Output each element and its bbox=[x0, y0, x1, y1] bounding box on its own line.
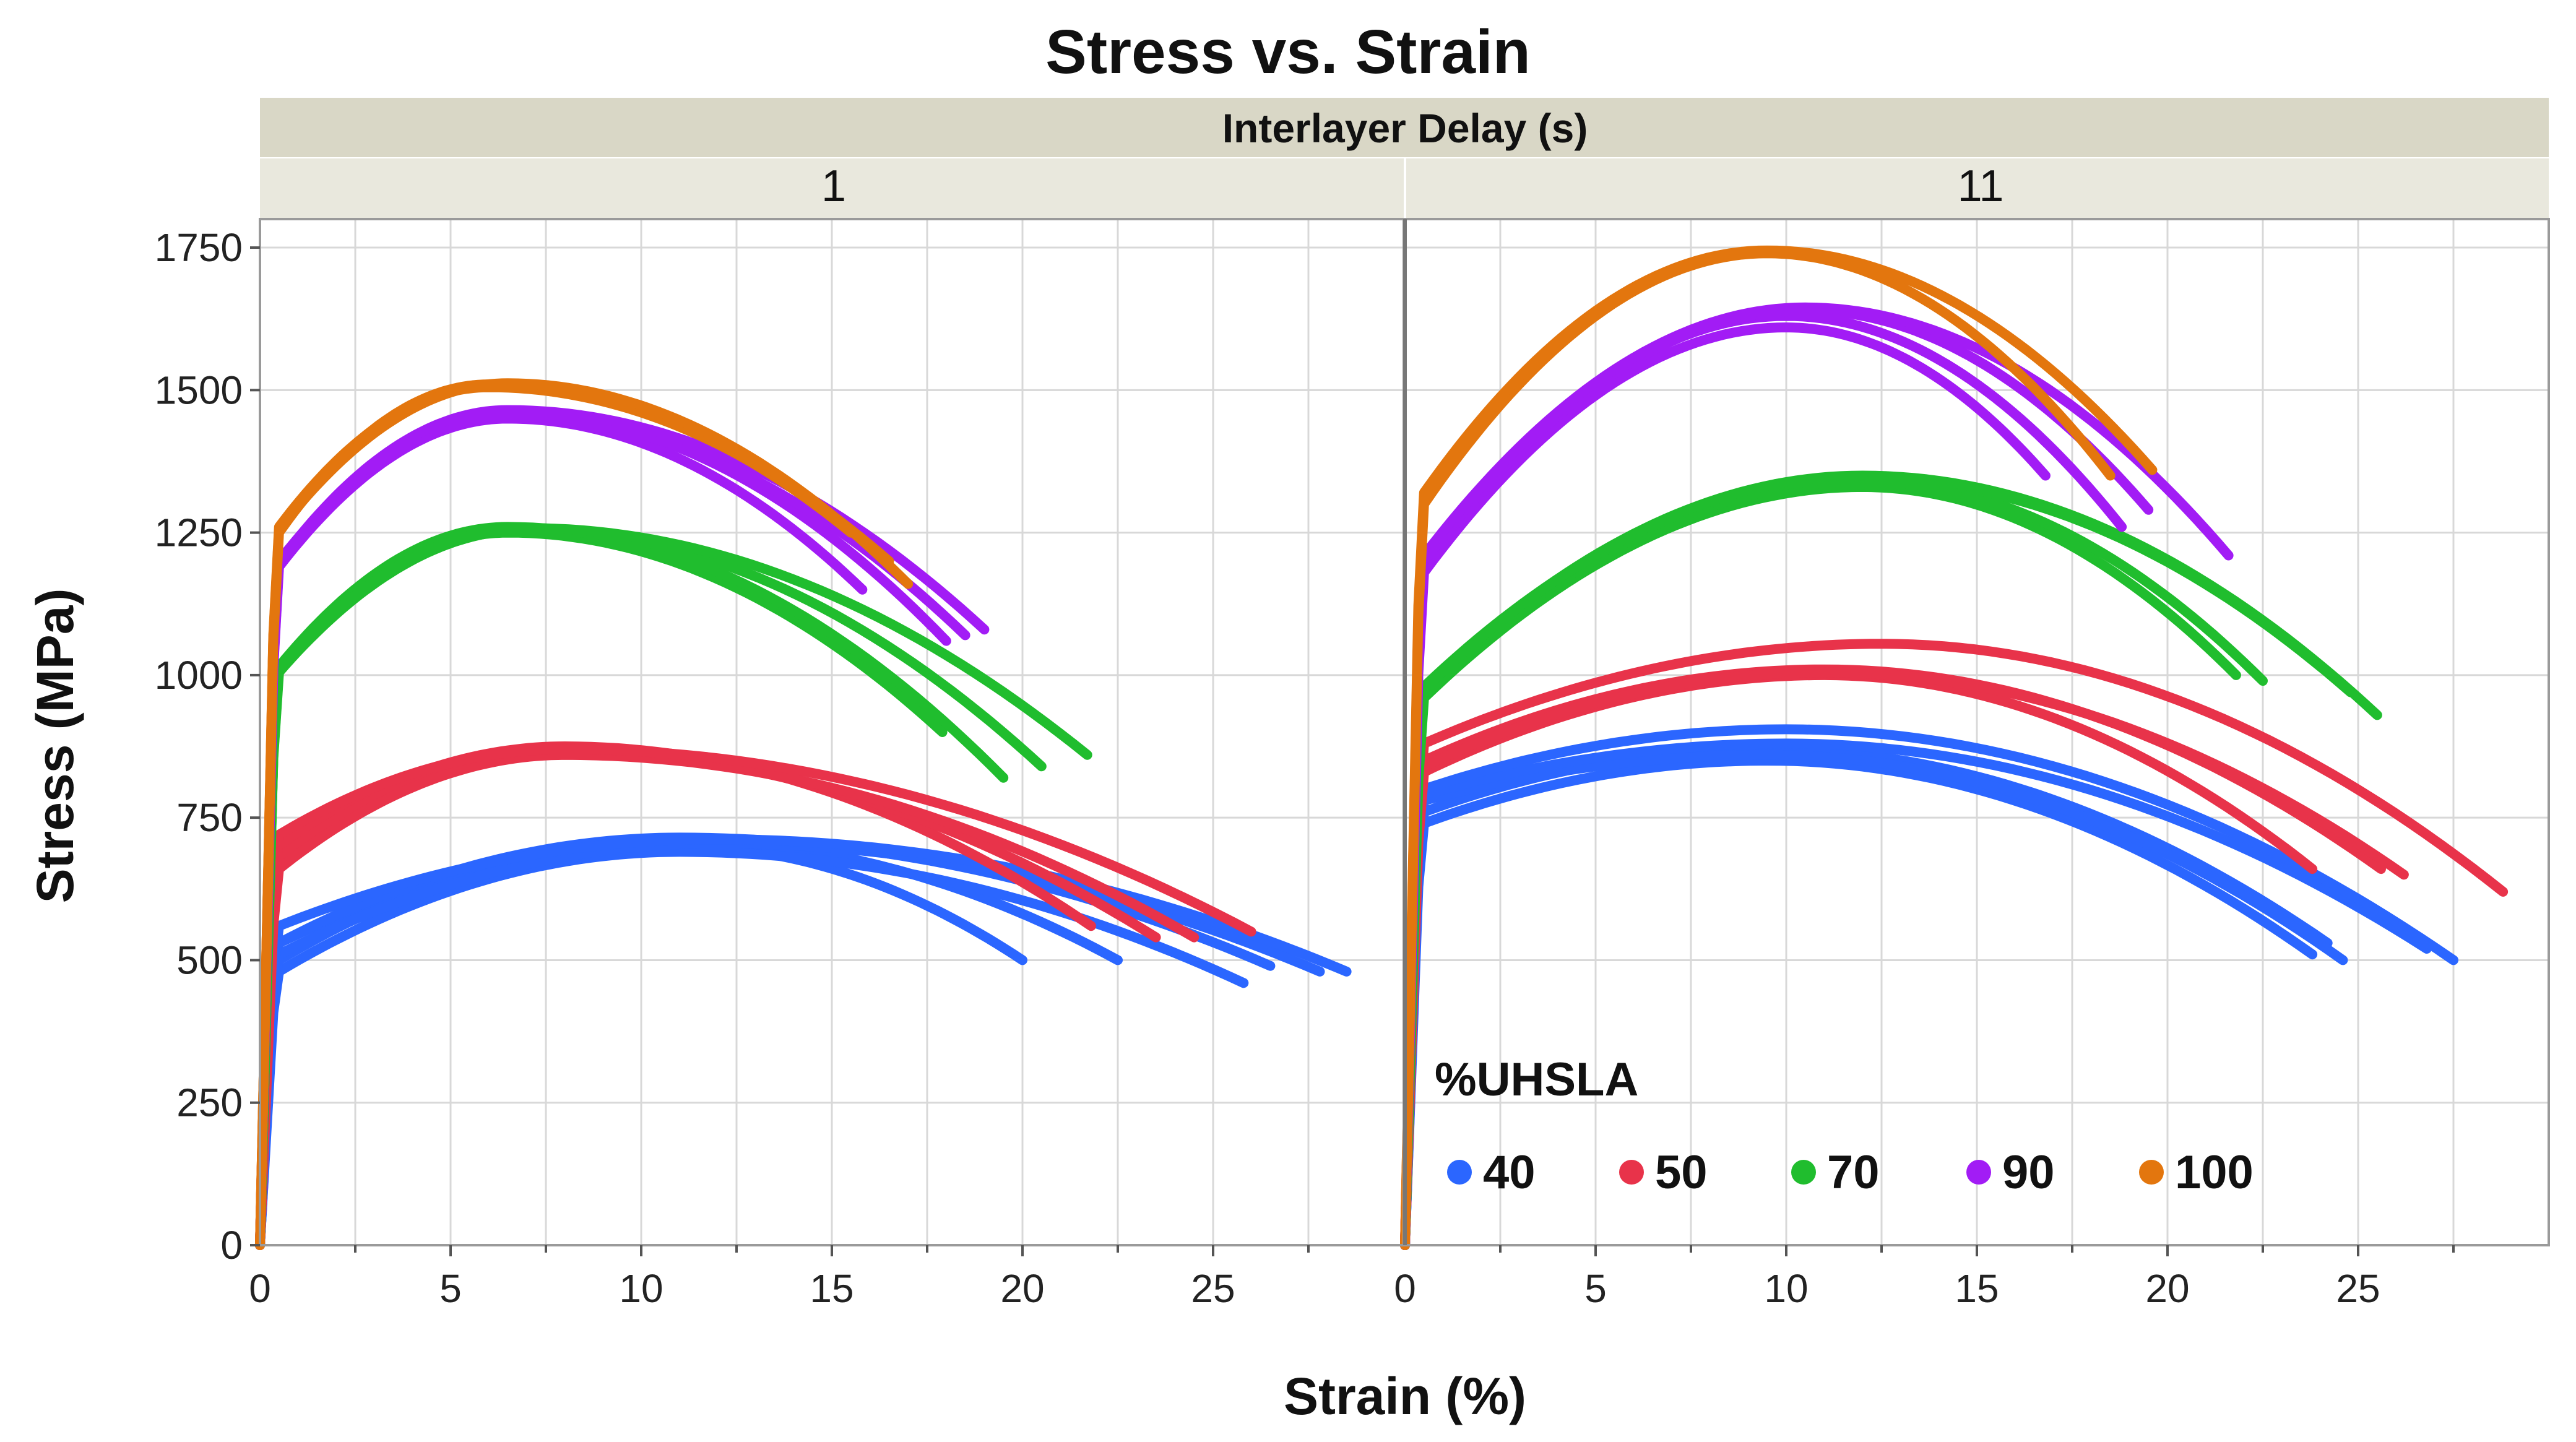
series-100-curve bbox=[255, 378, 914, 1250]
x-tick-label: 25 bbox=[2336, 1266, 2380, 1311]
legend-marker-50 bbox=[1619, 1160, 1644, 1185]
series-50-curve bbox=[255, 749, 1199, 1250]
series-40-curve bbox=[1400, 724, 2458, 1250]
series-90-curve bbox=[255, 413, 868, 1250]
facet-title: Interlayer Delay (s) bbox=[1222, 105, 1588, 151]
series-50-curve bbox=[255, 744, 1256, 1250]
legend-marker-70 bbox=[1791, 1160, 1816, 1185]
series-40-curve bbox=[1400, 749, 2348, 1250]
y-tick-label: 750 bbox=[176, 795, 243, 840]
panel-strip-right bbox=[1406, 158, 2549, 218]
series-40-curve bbox=[255, 834, 1352, 1250]
y-tick-label: 250 bbox=[176, 1081, 243, 1125]
x-axis-title: Strain (%) bbox=[1284, 1367, 1526, 1425]
series-100-curve bbox=[1400, 245, 2158, 1250]
chart-title: Stress vs. Strain bbox=[1045, 17, 1531, 87]
x-tick-label: 10 bbox=[619, 1266, 663, 1311]
legend-label-90: 90 bbox=[2002, 1146, 2055, 1199]
y-tick-label: 500 bbox=[176, 938, 243, 982]
x-tick-label: 5 bbox=[439, 1266, 462, 1311]
x-tick-label: 20 bbox=[1000, 1266, 1044, 1311]
legend-label-40: 40 bbox=[1483, 1146, 1536, 1199]
legend-title: %UHSLA bbox=[1435, 1053, 1638, 1106]
x-tick-label: 25 bbox=[1191, 1266, 1235, 1311]
y-tick-label: 1750 bbox=[155, 225, 243, 270]
series-90-curve bbox=[1400, 302, 2234, 1250]
series-40-curve bbox=[1400, 756, 2318, 1250]
y-tick-label: 1500 bbox=[155, 368, 243, 412]
series-40-curve bbox=[1400, 738, 2432, 1250]
x-tick-label: 15 bbox=[810, 1266, 854, 1311]
y-tick-label: 1250 bbox=[155, 511, 243, 555]
panel-label-right: 11 bbox=[1958, 162, 2004, 211]
y-axis-title: Stress (MPa) bbox=[26, 589, 84, 904]
x-tick-label: 15 bbox=[1955, 1266, 1999, 1311]
legend: %UHSLA 40 50 70 90 100 bbox=[1435, 1053, 2254, 1199]
series-50-curve bbox=[1400, 667, 2409, 1250]
legend-marker-90 bbox=[1966, 1160, 1991, 1185]
panel-strip-left bbox=[260, 158, 1404, 218]
series-70-curve bbox=[255, 523, 1092, 1250]
curves-layer bbox=[255, 245, 2509, 1250]
x-tick-label: 10 bbox=[1764, 1266, 1808, 1311]
y-tick-label: 0 bbox=[220, 1223, 243, 1267]
series-50-curve bbox=[255, 741, 1096, 1250]
legend-marker-100 bbox=[2139, 1160, 2164, 1185]
facet-strip-main bbox=[260, 98, 2549, 157]
x-tick-label: 0 bbox=[1394, 1266, 1416, 1311]
x-tick-label: 0 bbox=[249, 1266, 271, 1311]
series-70-curve bbox=[1400, 470, 2382, 1250]
series-90-curve bbox=[1400, 322, 2051, 1250]
legend-items: 40 50 70 90 100 bbox=[1447, 1146, 2254, 1199]
legend-label-100: 100 bbox=[2175, 1146, 2254, 1199]
series-50-curve bbox=[1400, 639, 2509, 1250]
legend-marker-40 bbox=[1447, 1160, 1472, 1185]
legend-label-70: 70 bbox=[1827, 1146, 1880, 1199]
panel-label-left: 1 bbox=[821, 162, 846, 211]
series-40-curve bbox=[255, 847, 1249, 1250]
legend-label-50: 50 bbox=[1655, 1146, 1708, 1199]
y-tick-label: 1000 bbox=[155, 653, 243, 697]
x-tick-label: 20 bbox=[2145, 1266, 2189, 1311]
x-tick-label: 5 bbox=[1584, 1266, 1607, 1311]
